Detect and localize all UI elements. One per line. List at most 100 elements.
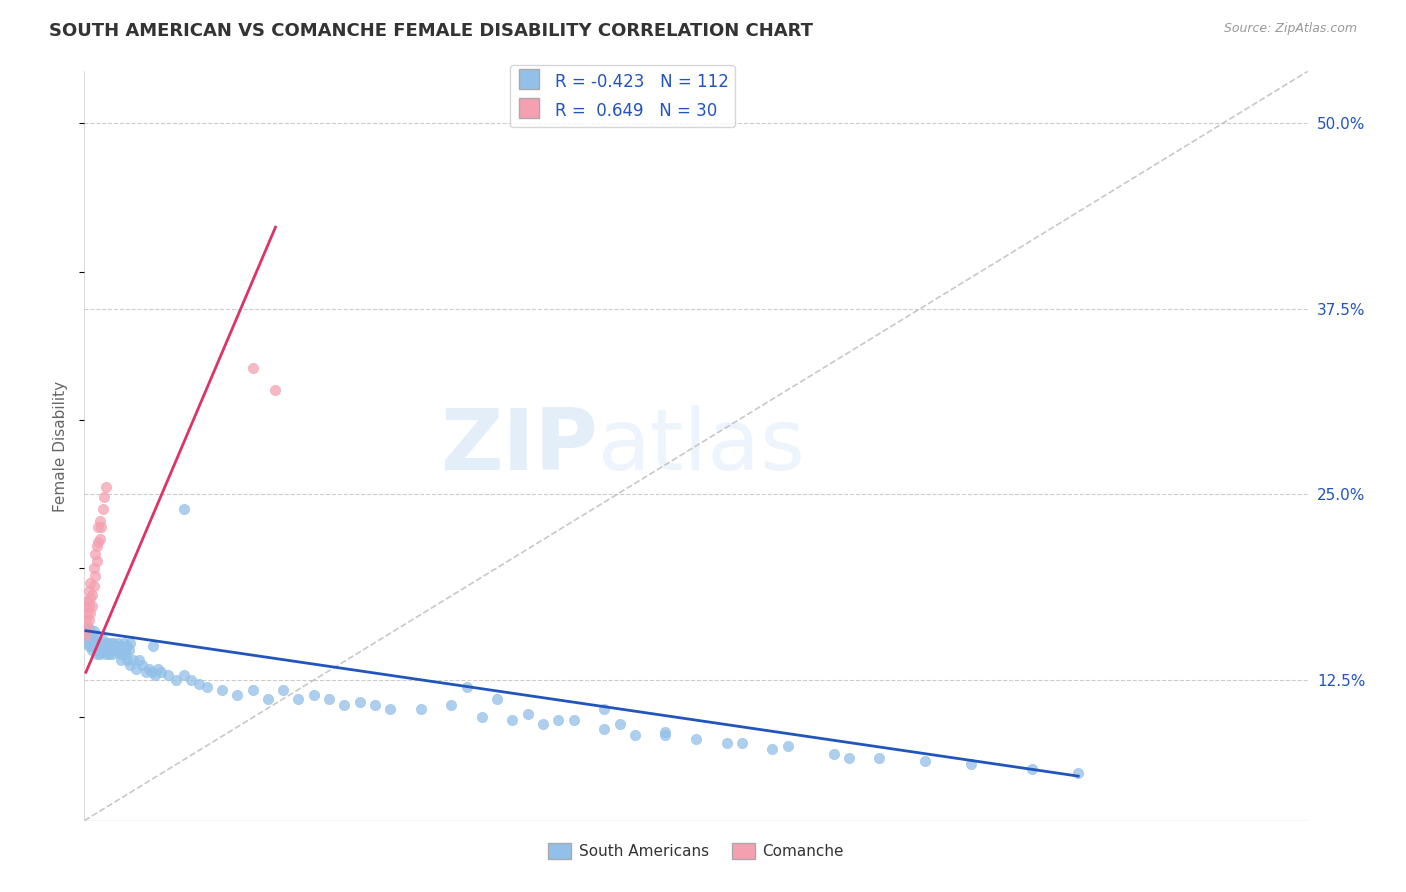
Point: [86, 554, 108, 568]
Point: [76, 594, 98, 608]
Point: [318, 692, 340, 706]
Point: [471, 710, 494, 724]
Point: [97, 648, 120, 662]
Point: [654, 724, 676, 739]
Point: [84, 639, 107, 653]
Point: [96, 639, 118, 653]
Point: [89, 648, 111, 662]
Point: [101, 643, 124, 657]
Point: [195, 680, 218, 694]
Point: [143, 668, 166, 682]
Point: [562, 713, 585, 727]
Point: [157, 668, 180, 682]
Legend: South Americans, Comanche: South Americans, Comanche: [543, 838, 849, 865]
Point: [149, 665, 172, 680]
Point: [77, 621, 100, 635]
Point: [869, 751, 891, 765]
Point: [75, 628, 97, 642]
Point: [110, 639, 132, 653]
Point: [609, 717, 631, 731]
Point: [1021, 762, 1043, 776]
Point: [823, 747, 845, 761]
Point: [547, 713, 569, 727]
Point: [98, 639, 121, 653]
Point: [80, 643, 103, 657]
Point: [90, 520, 112, 534]
Point: [90, 635, 112, 649]
Point: [107, 643, 129, 657]
Point: [83, 624, 105, 638]
Text: SOUTH AMERICAN VS COMANCHE FEMALE DISABILITY CORRELATION CHART: SOUTH AMERICAN VS COMANCHE FEMALE DISABI…: [49, 22, 813, 40]
Point: [79, 628, 101, 642]
Point: [83, 579, 105, 593]
Point: [287, 692, 309, 706]
Point: [114, 648, 136, 662]
Point: [86, 643, 108, 657]
Point: [110, 653, 132, 667]
Point: [75, 599, 97, 613]
Point: [242, 361, 264, 376]
Point: [257, 692, 280, 706]
Point: [103, 643, 125, 657]
Point: [86, 648, 108, 662]
Point: [271, 683, 294, 698]
Point: [94, 648, 117, 662]
Point: [108, 648, 131, 662]
Point: [79, 632, 101, 647]
Point: [531, 717, 554, 731]
Point: [97, 643, 120, 657]
Point: [76, 621, 98, 635]
Point: [89, 643, 111, 657]
Point: [105, 643, 128, 657]
Point: [1067, 766, 1090, 780]
Point: [75, 628, 97, 642]
Point: [80, 588, 103, 602]
Point: [107, 635, 129, 649]
Point: [76, 635, 98, 649]
Point: [146, 662, 169, 676]
Point: [101, 648, 124, 662]
Point: [115, 639, 138, 653]
Point: [226, 688, 249, 702]
Point: [141, 665, 163, 680]
Point: [77, 599, 100, 613]
Point: [131, 657, 153, 672]
Point: [211, 683, 233, 698]
Point: [242, 683, 264, 698]
Point: [264, 384, 287, 398]
Point: [349, 695, 371, 709]
Point: [776, 739, 799, 754]
Point: [516, 706, 538, 721]
Point: [77, 613, 100, 627]
Point: [84, 569, 107, 583]
Point: [593, 702, 616, 716]
Point: [333, 698, 356, 712]
Text: Source: ZipAtlas.com: Source: ZipAtlas.com: [1223, 22, 1357, 36]
Point: [87, 520, 110, 534]
Point: [120, 635, 142, 649]
Point: [761, 742, 783, 756]
Point: [93, 639, 115, 653]
Point: [593, 722, 616, 736]
Point: [80, 639, 103, 653]
Point: [79, 591, 101, 605]
Point: [380, 702, 402, 716]
Point: [87, 534, 110, 549]
Point: [173, 668, 195, 682]
Point: [89, 514, 111, 528]
Point: [91, 502, 114, 516]
Point: [77, 583, 100, 598]
Point: [173, 502, 195, 516]
Point: [302, 688, 325, 702]
Point: [80, 599, 103, 613]
Point: [87, 639, 110, 653]
Point: [120, 657, 142, 672]
Point: [91, 643, 114, 657]
Point: [103, 635, 125, 649]
Point: [165, 673, 187, 687]
Point: [76, 624, 98, 638]
Text: ZIP: ZIP: [440, 404, 598, 488]
Point: [112, 635, 135, 649]
Point: [180, 673, 202, 687]
Point: [716, 737, 738, 751]
